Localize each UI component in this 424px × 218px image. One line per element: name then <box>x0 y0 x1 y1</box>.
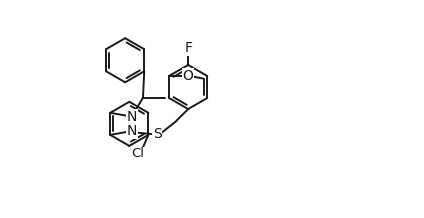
Text: S: S <box>153 127 162 141</box>
Text: N: N <box>127 124 137 138</box>
Text: O: O <box>182 69 193 83</box>
Text: F: F <box>184 41 192 55</box>
Text: Cl: Cl <box>131 147 144 160</box>
Text: N: N <box>127 110 137 124</box>
